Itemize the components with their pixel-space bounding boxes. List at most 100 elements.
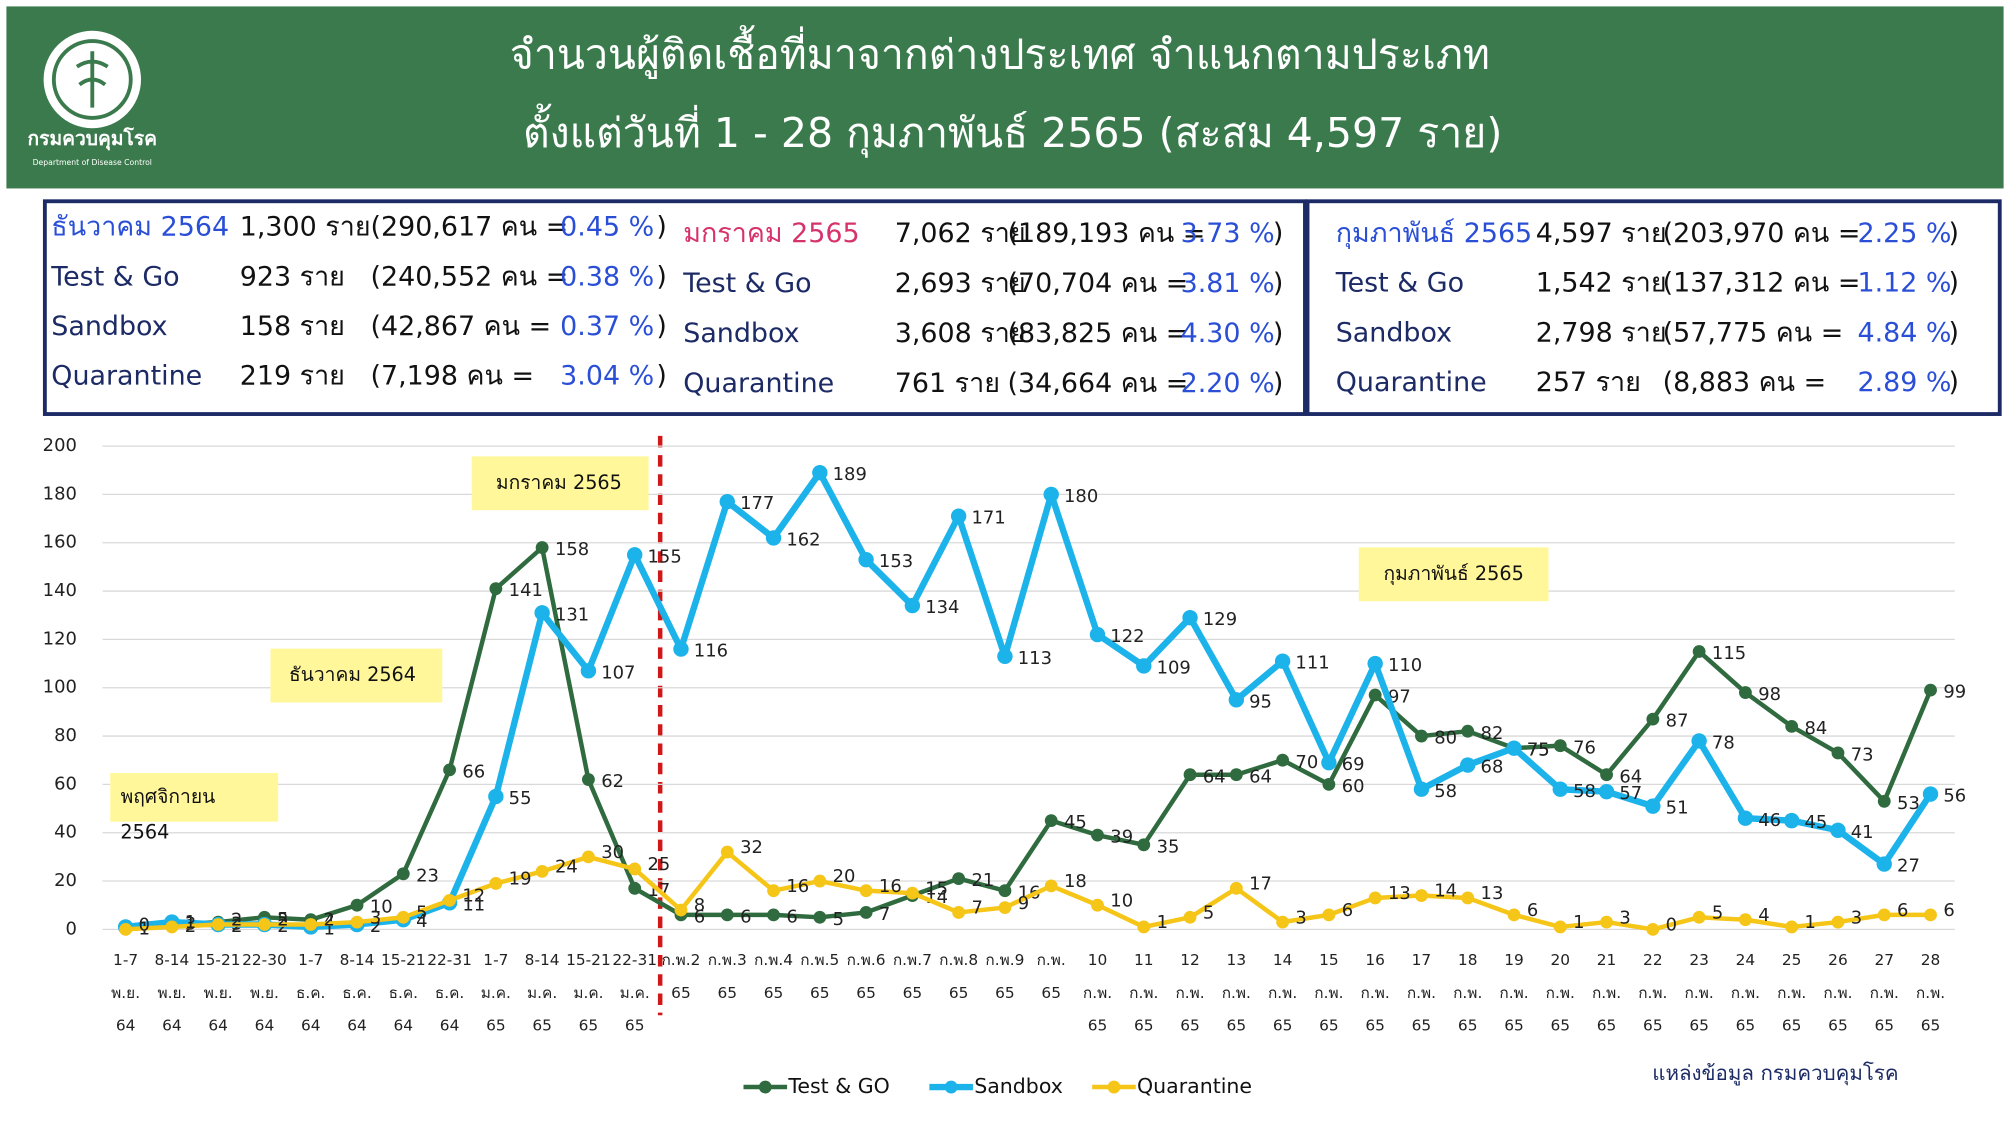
summary-percent: 2.20 %	[1181, 368, 1275, 399]
data-label: 6	[740, 906, 751, 927]
x-tick-line: ก.พ.	[1361, 983, 1390, 1001]
x-tick-line: 65	[1319, 1016, 1339, 1034]
x-tick-line: 65	[1782, 1016, 1802, 1034]
data-point	[1460, 757, 1476, 773]
data-label: 171	[971, 508, 1005, 529]
summary-people: (42,867 คน =	[370, 311, 551, 342]
x-tick-label: 12 ก.พ. 65	[1175, 951, 1204, 1034]
data-label: 75	[1527, 740, 1550, 761]
x-tick-line: ก.พ.	[1129, 983, 1158, 1001]
annotation-box	[1358, 547, 1549, 602]
data-point	[1553, 920, 1567, 934]
x-tick-line: ม.ค.	[481, 983, 511, 1001]
data-point	[673, 641, 689, 657]
data-label: 16	[879, 876, 902, 897]
summary-label: ธันวาคม 2564	[51, 212, 229, 243]
data-label: 107	[601, 662, 635, 683]
data-label: 1	[1157, 912, 1168, 933]
x-tick-line: 65	[764, 983, 784, 1001]
data-point	[1044, 814, 1058, 828]
data-point	[858, 551, 874, 568]
x-tick-label: 16 ก.พ. 65	[1361, 951, 1390, 1034]
data-point	[904, 597, 921, 614]
data-label: 3	[1851, 907, 1862, 928]
x-tick-line: 15-21	[196, 951, 241, 969]
summary-label: Quarantine	[683, 368, 834, 399]
annotation: 2564	[120, 821, 169, 844]
data-label: 14	[1434, 881, 1457, 902]
summary-label: Sandbox	[51, 311, 167, 342]
summary-close: )	[1948, 268, 1959, 299]
summary-label: Test & Go	[1335, 268, 1464, 299]
x-tick-line: 22-31	[612, 951, 657, 969]
data-point	[1044, 879, 1058, 893]
summary-percent: 3.04 %	[560, 361, 654, 392]
data-label: 109	[1157, 658, 1191, 679]
x-tick-line: 8-14	[525, 951, 560, 969]
data-label: 2	[324, 910, 335, 931]
data-point	[1091, 898, 1104, 912]
x-tick-line: ก.พ.	[1407, 983, 1436, 1001]
x-tick-line: ธ.ค.	[389, 983, 418, 1001]
data-label: 39	[1110, 827, 1133, 848]
data-label: 13	[1388, 883, 1411, 904]
data-point	[812, 464, 828, 481]
legend-label: Test & GO	[787, 1074, 889, 1098]
x-tick-line: ก.พ.	[1592, 983, 1621, 1001]
data-point	[627, 547, 643, 563]
x-tick-line: 15	[1319, 951, 1339, 969]
data-point	[304, 918, 318, 931]
summary-close: )	[1273, 268, 1284, 299]
x-tick-line: ก.พ.	[1083, 983, 1112, 1001]
data-point	[211, 918, 225, 931]
summary-close: )	[1948, 367, 1959, 398]
data-label: 1	[324, 919, 335, 940]
data-label: 3	[1295, 907, 1306, 928]
data-label: 64	[1203, 766, 1226, 787]
data-label: 53	[1897, 793, 1920, 814]
data-label: 27	[1897, 856, 1920, 877]
x-tick-label: 15-21 ธ.ค. 64	[381, 951, 426, 1034]
x-tick-line: 12	[1180, 951, 1200, 969]
data-point	[1785, 920, 1799, 934]
y-tick-label: 120	[43, 628, 77, 649]
data-label: 10	[1110, 890, 1133, 911]
data-point	[1737, 810, 1754, 826]
x-tick-line: 65	[1134, 1016, 1154, 1034]
x-tick-label: ก.พ.6 65	[847, 951, 886, 1002]
data-point	[1646, 712, 1660, 726]
x-tick-label: ก.พ.4 65	[754, 951, 793, 1002]
x-tick-line: 20	[1550, 951, 1570, 969]
data-label: 70	[1295, 752, 1318, 773]
data-point	[952, 906, 966, 919]
x-tick-line: 65	[671, 983, 691, 1001]
data-point	[1182, 609, 1198, 626]
x-tick-label: 8-14 ม.ค. 65	[525, 951, 560, 1034]
summary-close: )	[1273, 218, 1284, 249]
x-tick-label: 20 ก.พ. 65	[1546, 951, 1575, 1034]
x-tick-line: 65	[1597, 1016, 1617, 1034]
data-point	[1600, 915, 1613, 929]
x-tick-line: 65	[1273, 1016, 1293, 1034]
x-tick-line: 21	[1597, 951, 1617, 969]
x-tick-line: ม.ค.	[620, 983, 650, 1001]
x-tick-label: 24 ก.พ. 65	[1731, 951, 1760, 1034]
summary-box	[1305, 199, 2002, 416]
summary-count: 2,693 ราย	[895, 268, 1026, 299]
annotation: ธันวาคม 2564	[289, 663, 416, 686]
data-label: 134	[925, 597, 959, 618]
series-line	[125, 849, 1931, 932]
summary-people: (189,193 คน =	[1008, 218, 1206, 249]
x-tick-line: 17	[1412, 951, 1432, 969]
data-label: 20	[833, 866, 856, 887]
data-point	[950, 508, 967, 524]
x-tick-label: 1-7 พ.ย. 64	[111, 951, 140, 1034]
data-label: 7	[971, 898, 982, 919]
data-label: 189	[833, 464, 867, 485]
data-point	[813, 874, 827, 888]
x-tick-label: 14 ก.พ. 65	[1268, 951, 1297, 1034]
data-point	[1413, 781, 1430, 797]
data-point	[119, 922, 133, 936]
x-tick-line: 22-31	[427, 951, 472, 969]
